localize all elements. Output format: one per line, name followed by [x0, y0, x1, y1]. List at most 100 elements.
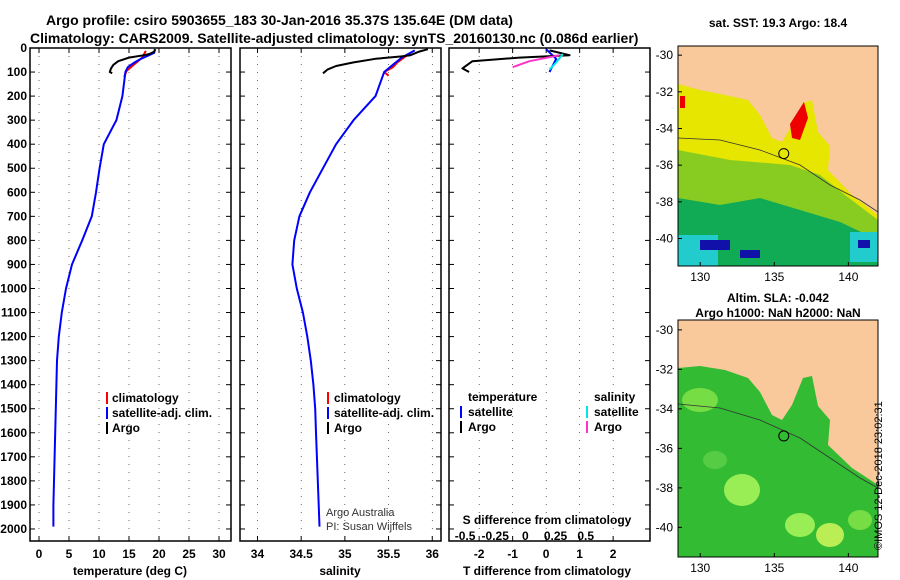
x-tick-label: 30 — [212, 547, 226, 561]
x-tick-label: 1 — [576, 547, 583, 561]
difference-legend-temperature: temperature satellite Argo — [460, 390, 538, 434]
legend-swatch-satellite — [327, 407, 329, 419]
legend-label-s-satellite: satellite — [594, 405, 639, 419]
sst-map-frame — [677, 45, 879, 267]
difference-panel-frame — [448, 47, 651, 542]
depth-tick-label: 1900 — [0, 498, 27, 512]
x-tick-label: 5 — [66, 547, 73, 561]
map-y-tick-label: -32 — [656, 362, 674, 376]
x-tick-label: 2 — [610, 547, 617, 561]
title-line1: Argo profile: csiro 5903655_183 30-Jan-2… — [46, 12, 513, 28]
x-tick-label: 36 — [426, 547, 440, 561]
sst-float-marker — [778, 148, 790, 160]
x-tick-label-top: 0.25 — [544, 529, 568, 543]
x-tick-label: 34.5 — [289, 547, 313, 561]
difference-xlabel: T difference from climatology — [463, 564, 631, 578]
legend-label-t-satellite: satellite — [468, 405, 513, 419]
map-x-tick-label: 135 — [764, 561, 784, 575]
legend-label-climatology: climatology — [334, 391, 401, 405]
sst-colder-patch — [858, 240, 870, 248]
map-y-tick-label: -40 — [656, 520, 674, 534]
legend-label-satellite: satellite-adj. clim. — [112, 406, 212, 420]
series-line — [383, 51, 411, 77]
x-tick-label-top: 0.5 — [577, 529, 594, 543]
sst-map-title: sat. SST: 19.3 Argo: 18.4 — [708, 16, 848, 30]
title-line2: Climatology: CARS2009. Satellite-adjuste… — [30, 30, 639, 46]
x-tick-label: -2 — [474, 547, 485, 561]
depth-tick-label: 1300 — [0, 354, 27, 368]
series-line — [108, 48, 157, 75]
legend-swatch-climatology — [106, 392, 108, 404]
depth-tick-label: 500 — [7, 161, 27, 175]
legend-swatch-t-satellite — [460, 406, 462, 418]
map-x-tick-label: 140 — [838, 270, 858, 284]
sla-isobath — [678, 403, 878, 489]
salinity-xlabel: salinity — [319, 564, 361, 578]
x-tick-label: 15 — [122, 547, 136, 561]
sla-blob — [682, 388, 718, 412]
sla-map-title-line2: Argo h1000: NaN h2000: NaN — [695, 306, 861, 320]
sst-map-ticks: 130 135 140 -30 -32 -34 -36 -38 -40 — [656, 48, 859, 284]
depth-tick-label: 400 — [7, 137, 27, 151]
map-x-tick-label: 140 — [838, 561, 858, 575]
map-y-tick-label: -38 — [656, 481, 674, 495]
x-tick-label: 34 — [251, 547, 265, 561]
legend-swatch-argo — [106, 422, 108, 434]
x-tick-label: 35.5 — [377, 547, 401, 561]
sst-cold-patch — [678, 235, 718, 266]
depth-tick-label: 200 — [7, 89, 27, 103]
depth-tick-label: 700 — [7, 209, 27, 223]
sla-map-ticks: 130 135 140 -30 -32 -34 -36 -38 -40 — [656, 323, 859, 575]
map-y-tick-label: -30 — [656, 323, 674, 337]
sla-map-body — [678, 320, 878, 557]
temperature-legend: climatology satellite-adj. clim. Argo — [106, 391, 212, 435]
map-y-tick-label: -30 — [656, 48, 674, 62]
legend-label-argo: Argo — [334, 421, 362, 435]
depth-tick-label: 2000 — [0, 522, 27, 536]
series-line — [548, 53, 564, 71]
map-x-tick-label: 130 — [690, 561, 710, 575]
temperature-xlabel: temperature (deg C) — [73, 564, 187, 578]
x-tick-label-top: -0.5 — [455, 529, 476, 543]
depth-tick-label: 800 — [7, 233, 27, 247]
sla-float-marker — [778, 430, 790, 442]
sla-blob — [848, 510, 872, 530]
legend-swatch-s-argo — [586, 421, 588, 433]
depth-tick-label: 1000 — [0, 281, 27, 295]
credit-line2: PI: Susan Wijffels — [326, 521, 412, 533]
salinity-panel-frame — [239, 47, 442, 542]
x-tick-label: 10 — [92, 547, 106, 561]
depth-tick-label: 0 — [20, 41, 27, 55]
sla-ocean — [678, 366, 878, 557]
legend-swatch-climatology — [327, 392, 329, 404]
depth-tick-label: 900 — [7, 257, 27, 271]
sst-hot-coast — [680, 96, 685, 108]
x-tick-label: 25 — [182, 547, 196, 561]
sla-blob — [785, 513, 815, 537]
sst-colder-patch — [700, 240, 730, 250]
legend-title-salinity: salinity — [594, 390, 636, 404]
x-tick-label: 35 — [338, 547, 352, 561]
profile-series — [52, 48, 571, 527]
imos-timestamp: ©IMOS 12-Dec-2018 23:02:31 — [873, 401, 885, 550]
map-x-tick-label: 130 — [690, 270, 710, 284]
depth-tick-label: 1400 — [0, 378, 27, 392]
sla-map-title-line1: Altim. SLA: -0.042 — [726, 291, 830, 305]
legend-label-argo: Argo — [112, 421, 140, 435]
legend-swatch-argo — [327, 422, 329, 434]
depth-tick-label: 1500 — [0, 402, 27, 416]
map-y-tick-label: -34 — [656, 122, 674, 136]
sla-blob — [703, 451, 727, 469]
sla-blob — [724, 474, 760, 506]
depth-tick-label: 1700 — [0, 450, 27, 464]
map-y-tick-label: -36 — [656, 158, 674, 172]
legend-label-climatology: climatology — [112, 391, 179, 405]
depth-tick-label: 1800 — [0, 474, 27, 488]
series-line — [52, 49, 156, 527]
map-y-tick-label: -32 — [656, 85, 674, 99]
legend-swatch-t-argo — [460, 421, 462, 433]
legend-swatch-s-satellite — [586, 406, 588, 418]
depth-tick-label: 300 — [7, 113, 27, 127]
x-tick-label-top: -0.25 — [482, 529, 510, 543]
series-line — [461, 49, 571, 73]
